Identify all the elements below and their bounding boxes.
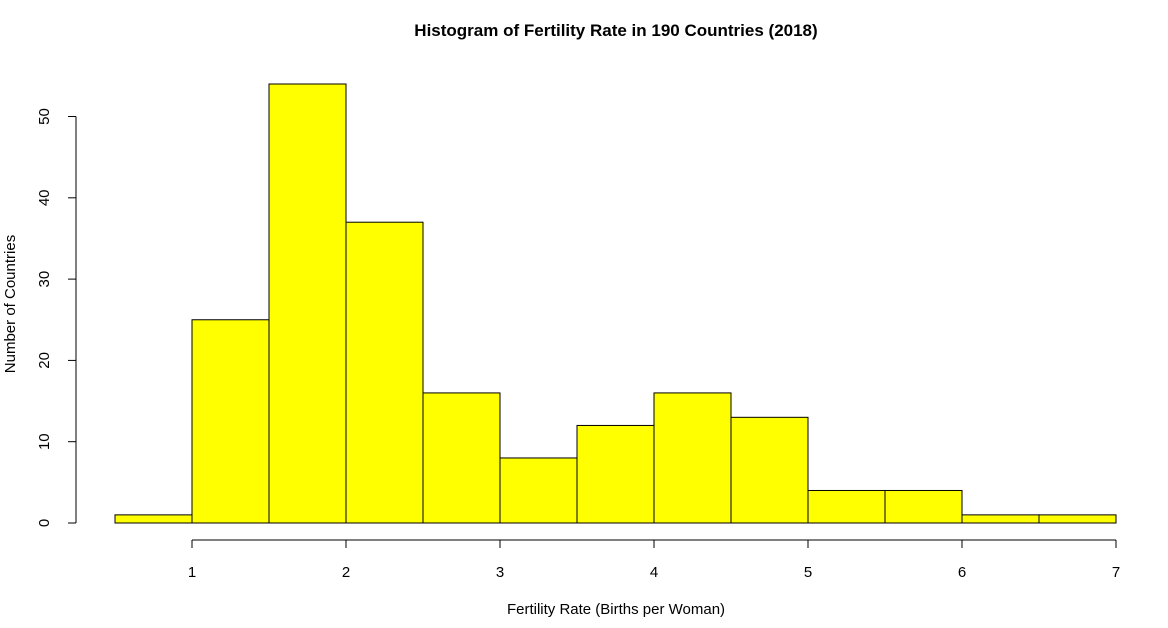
x-tick-label: 2	[342, 564, 350, 581]
histogram-bar	[653, 392, 732, 524]
histogram-bar	[807, 489, 886, 524]
histogram-bar	[499, 457, 578, 524]
x-tick-label: 4	[650, 564, 658, 581]
histogram-bar	[114, 514, 193, 524]
x-axis: 1 2 3 4 5 6 7	[188, 539, 1120, 581]
x-tick-label: 6	[958, 564, 966, 581]
histogram-bar	[345, 221, 424, 524]
y-tick-label: 0	[36, 519, 53, 527]
histogram-bar	[730, 416, 809, 524]
y-tick-label: 40	[36, 189, 53, 206]
histogram-bar	[884, 489, 963, 524]
x-tick-label: 3	[496, 564, 504, 581]
histogram-bar	[268, 83, 347, 524]
y-tick-label: 30	[36, 271, 53, 288]
y-tick-label: 10	[36, 433, 53, 450]
bars-group	[114, 83, 1117, 524]
x-axis-label: Fertility Rate (Births per Woman)	[507, 601, 725, 618]
histogram-bar	[1038, 514, 1117, 524]
y-axis: 0 10 20 30 40 50	[36, 108, 77, 527]
y-axis-label: Number of Countries	[2, 235, 19, 373]
y-tick-label: 20	[36, 352, 53, 369]
x-tick-label: 7	[1112, 564, 1120, 581]
histogram-bar	[422, 392, 501, 524]
y-tick-label: 50	[36, 108, 53, 125]
histogram-bar	[576, 424, 655, 524]
x-tick-label: 1	[188, 564, 196, 581]
histogram-bar	[961, 514, 1040, 524]
histogram-bar	[191, 319, 270, 524]
x-tick-label: 5	[804, 564, 812, 581]
chart-title: Histogram of Fertility Rate in 190 Count…	[414, 21, 817, 40]
